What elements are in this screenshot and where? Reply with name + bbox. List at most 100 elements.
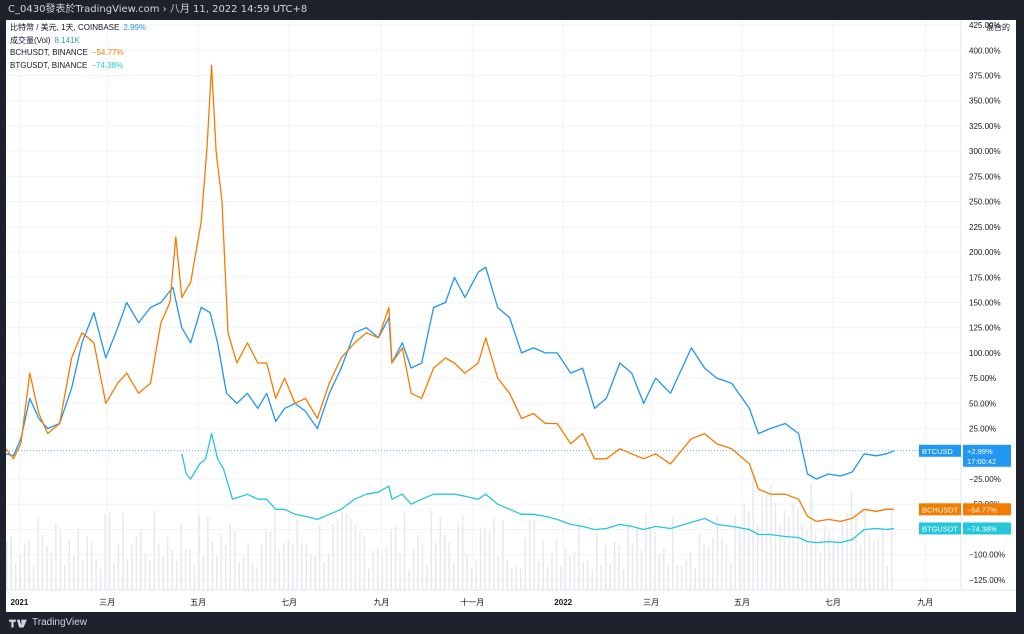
volume-bar (354, 525, 357, 590)
volume-bar (372, 550, 375, 590)
volume-bar (345, 514, 348, 590)
header-title: C_0430發表於TradingView.com › 八月 11, 2022 1… (8, 4, 308, 15)
legend-value: −54.77% (91, 48, 124, 57)
volume-bar (555, 540, 558, 590)
volume-bar (573, 552, 576, 590)
price-tag-label-box (919, 522, 961, 535)
volume-bar (73, 555, 75, 590)
volume-bar (399, 553, 401, 590)
y-tick-label: 275.00% (969, 172, 1001, 181)
volume-bar (618, 545, 620, 590)
volume-bar (806, 529, 808, 590)
volume-bar (484, 528, 486, 590)
volume-bar (403, 512, 406, 590)
volume-bar (689, 551, 692, 590)
chart-panel[interactable]: 425.00% 400.00% 375.00% 350.00% 325.00% 300.0… (6, 20, 1016, 612)
y-tick-label: 375.00% (969, 71, 1001, 80)
volume-bar (394, 525, 397, 590)
price-tag-value-box (963, 444, 1011, 467)
volume-bar (855, 513, 857, 590)
price-scale (961, 20, 1016, 590)
volume-bar (609, 563, 611, 590)
volume-bar (233, 530, 236, 590)
volume-bar (712, 537, 714, 590)
legend-value: 2.99% (123, 23, 147, 32)
price-tag-label: BTCUSD (922, 447, 953, 456)
x-tick-label: 三月 (643, 598, 659, 607)
volume-bar (850, 491, 853, 590)
legend-row-bch[interactable]: BCHUSDT, BINANCE −54.77% (10, 47, 146, 60)
price-scale-mode[interactable]: 混合的 (986, 23, 1010, 32)
volume-bar (162, 556, 164, 590)
y-tick-label: 100.00% (969, 349, 1001, 358)
volume-bar (461, 516, 464, 590)
legend-row-btc[interactable]: 比特幣 / 美元, 1天, COINBASE 2.99% (10, 22, 146, 35)
volume-bar (426, 564, 428, 590)
volume-bar (493, 517, 495, 590)
volume-bar (323, 562, 325, 590)
volume-bar (211, 541, 214, 590)
y-tick-label: 50.00% (969, 399, 996, 408)
x-tick-label: 九月 (917, 598, 933, 607)
volume-bar (95, 559, 97, 590)
volume-bar (229, 524, 231, 590)
volume-bar (113, 562, 115, 590)
volume-bar (37, 517, 39, 590)
volume-bar (752, 476, 754, 590)
volume-bar (730, 562, 732, 590)
y-tick-label: 300.00% (969, 147, 1001, 156)
tradingview-logo-icon (9, 619, 27, 628)
volume-bar (774, 502, 777, 590)
x-tick-label: 十一月 (460, 597, 484, 607)
volume-bar (251, 564, 254, 590)
volume-bar (604, 545, 607, 590)
brand-name: TradingView (32, 617, 88, 628)
x-tick-label: 七月 (825, 598, 841, 607)
x-tick-label: 五月 (190, 598, 206, 607)
volume-bar (658, 553, 661, 590)
legend-row-btg[interactable]: BTGUSDT, BINANCE −74.38% (10, 60, 146, 73)
volume-bar (770, 485, 772, 590)
volume-bar (667, 565, 669, 590)
volume-bar (823, 525, 826, 590)
volume-bar (819, 551, 821, 590)
volume-bar (520, 568, 522, 590)
volume-bar (171, 550, 173, 590)
grid-lines (6, 20, 961, 590)
volume-bar (368, 568, 370, 590)
legend-value: 8.141K (54, 35, 80, 45)
volume-bar (779, 526, 781, 590)
volume-bar (314, 555, 316, 590)
price-tag-label: BCHUSDT (922, 505, 959, 514)
volume-bar (260, 545, 263, 590)
volume-bar (564, 548, 567, 590)
volume-bar (841, 521, 844, 590)
volume-bar (743, 503, 745, 590)
volume-bar (157, 543, 160, 590)
volume-bar (546, 566, 549, 590)
legend-row-volume[interactable]: 成交量(Vol) 8.141K (10, 35, 146, 48)
volume-bar (359, 531, 361, 590)
y-tick-label: 425.00% (969, 21, 1001, 30)
volume-bar (631, 542, 634, 590)
volume-bar (269, 531, 272, 590)
volume-bar (569, 556, 571, 590)
volume-bar (475, 560, 477, 590)
volume-bar (332, 524, 334, 590)
x-tick-label: 五月 (734, 598, 750, 607)
volume-bar (198, 514, 200, 590)
volume-bar (292, 543, 294, 590)
volume-bar (77, 529, 80, 590)
volume-bar (99, 566, 102, 590)
volume-bar (140, 529, 142, 590)
chart-canvas[interactable]: 425.00% 400.00% 375.00% 350.00% 325.00% 300.0… (6, 20, 1016, 612)
volume-bar (600, 564, 602, 590)
volume-bar (765, 493, 768, 590)
volume-bar (734, 516, 737, 590)
price-tag-label-box (919, 503, 961, 516)
volume-bar (663, 548, 665, 590)
y-tick-label: −125.00% (969, 576, 1005, 585)
volume-bar (166, 537, 169, 590)
price-tag-bch: BCHUSDT −54.77% (919, 503, 1011, 516)
